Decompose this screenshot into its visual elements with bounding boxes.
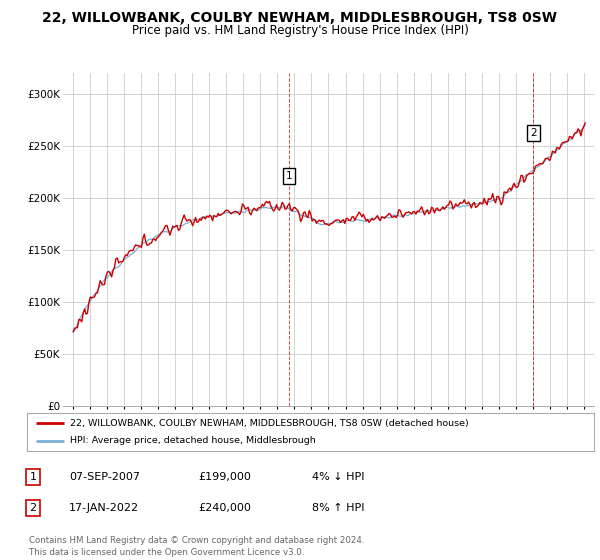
Text: 17-JAN-2022: 17-JAN-2022 (69, 503, 139, 513)
Text: 2: 2 (530, 128, 537, 138)
Text: 1: 1 (29, 472, 37, 482)
Text: £240,000: £240,000 (198, 503, 251, 513)
Text: £199,000: £199,000 (198, 472, 251, 482)
Text: 8% ↑ HPI: 8% ↑ HPI (312, 503, 365, 513)
Text: HPI: Average price, detached house, Middlesbrough: HPI: Average price, detached house, Midd… (70, 436, 315, 445)
Text: 4% ↓ HPI: 4% ↓ HPI (312, 472, 365, 482)
Text: 2: 2 (29, 503, 37, 513)
Text: 07-SEP-2007: 07-SEP-2007 (69, 472, 140, 482)
Text: 1: 1 (286, 171, 292, 181)
Text: 22, WILLOWBANK, COULBY NEWHAM, MIDDLESBROUGH, TS8 0SW (detached house): 22, WILLOWBANK, COULBY NEWHAM, MIDDLESBR… (70, 419, 468, 428)
Text: 22, WILLOWBANK, COULBY NEWHAM, MIDDLESBROUGH, TS8 0SW: 22, WILLOWBANK, COULBY NEWHAM, MIDDLESBR… (43, 11, 557, 25)
Text: Contains HM Land Registry data © Crown copyright and database right 2024.
This d: Contains HM Land Registry data © Crown c… (29, 536, 364, 557)
Text: Price paid vs. HM Land Registry's House Price Index (HPI): Price paid vs. HM Land Registry's House … (131, 24, 469, 36)
